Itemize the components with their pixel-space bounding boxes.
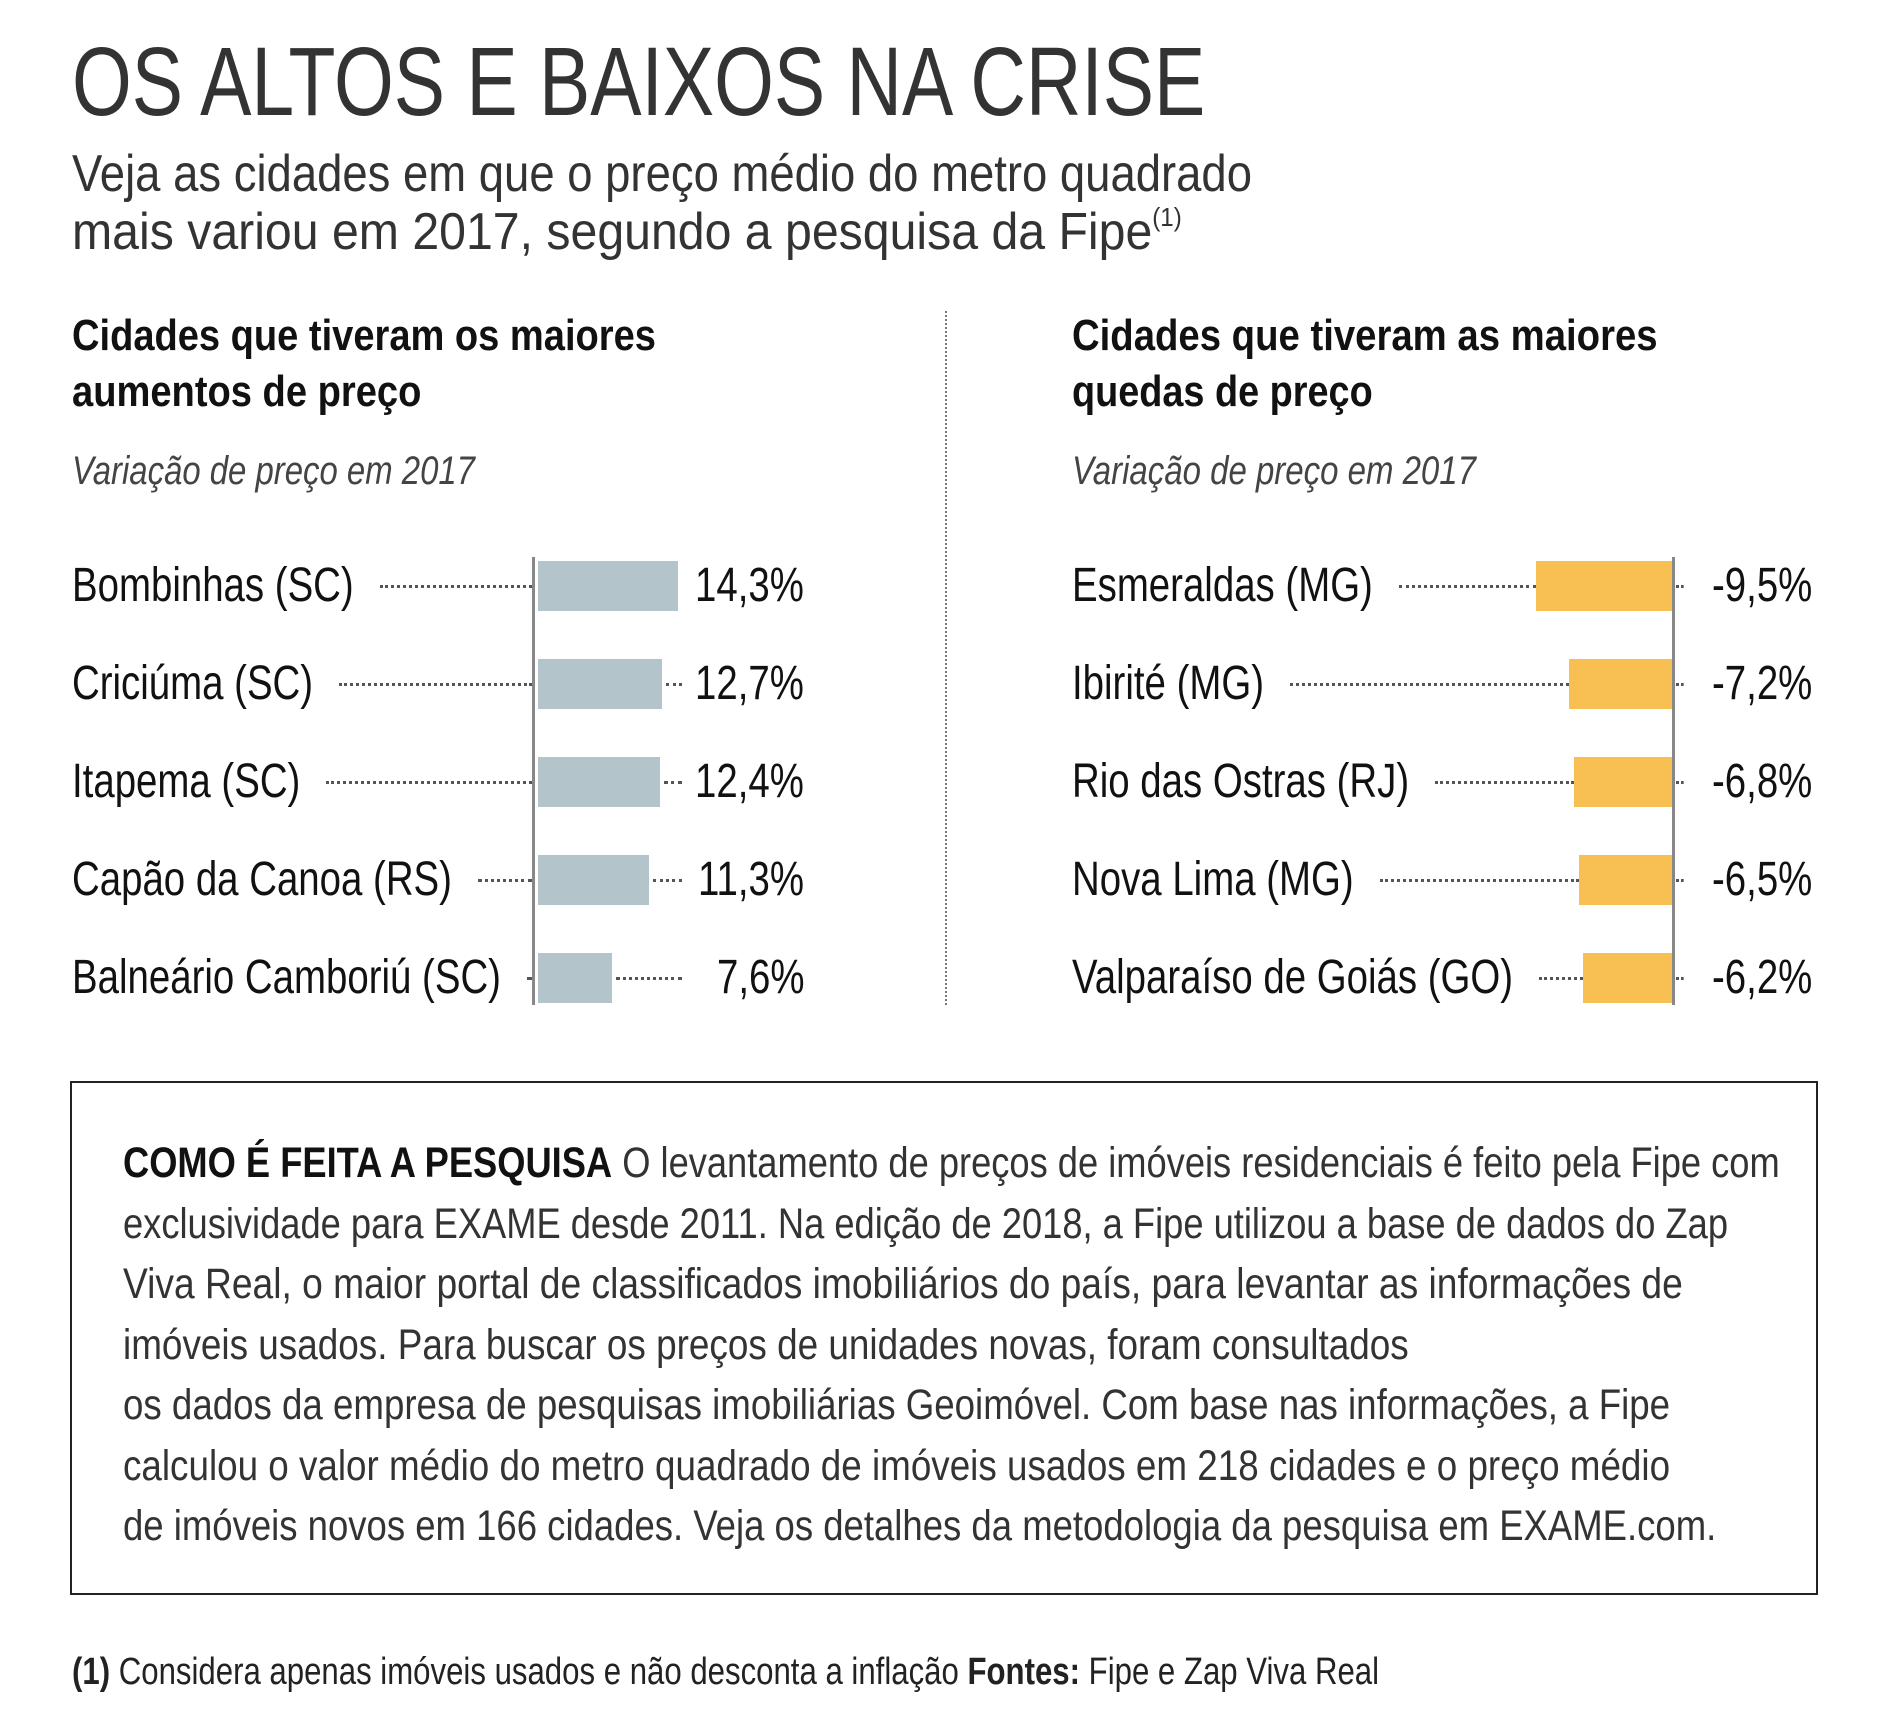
- subtitle-text: mais variou em 2017, segundo a pesquisa …: [72, 203, 1153, 261]
- bar-label: Itapema (SC): [72, 755, 301, 808]
- bar: [1535, 561, 1672, 611]
- bar-label: Balneário Camboriú (SC): [72, 951, 501, 1004]
- bar-value: 14,3%: [695, 559, 805, 612]
- bar-label: Valparaíso de Goiás (GO): [1072, 951, 1514, 1004]
- bar: [538, 659, 663, 709]
- bar-value: -6,8%: [1712, 755, 1813, 808]
- bar: [1583, 953, 1672, 1003]
- bar: [1578, 855, 1672, 905]
- dotted-leader: [1398, 585, 1536, 588]
- footnote-marker: (1): [72, 1651, 111, 1693]
- bar-label: Ibirité (MG): [1072, 657, 1264, 710]
- bar-label: Rio das Ostras (RJ): [1072, 755, 1410, 808]
- methodology-line-4: imóveis usados. Para buscar os preços de…: [123, 1321, 1409, 1369]
- dotted-leader: [1676, 977, 1684, 980]
- dotted-leader: [652, 879, 682, 882]
- bar-value: 7,6%: [716, 951, 805, 1004]
- methodology-line-6: calculou o valor médio do metro quadrado…: [123, 1442, 1671, 1490]
- methodology-text: O levantamento de preços de imóveis resi…: [612, 1139, 1780, 1187]
- page-title: OS ALTOS E BAIXOS NA CRISE: [72, 27, 1206, 136]
- left-chart-title-line-1: Cidades que tiveram os maiores: [72, 311, 656, 360]
- dotted-leader: [526, 977, 532, 980]
- dotted-leader: [666, 683, 682, 686]
- right-chart-title-line-2: quedas de preço: [1072, 367, 1373, 416]
- methodology-line-7: de imóveis novos em 166 cidades. Veja os…: [123, 1502, 1717, 1550]
- bar-value: 12,4%: [695, 755, 805, 808]
- bar: [538, 855, 649, 905]
- bar-label: Bombinhas (SC): [72, 559, 354, 612]
- methodology-line-1: COMO É FEITA A PESQUISA O levantamento d…: [123, 1142, 1780, 1185]
- methodology-heading: COMO É FEITA A PESQUISA: [123, 1139, 613, 1187]
- bar-label: Nova Lima (MG): [1072, 853, 1354, 906]
- bar-value: -7,2%: [1712, 657, 1813, 710]
- dotted-leader: [326, 781, 532, 784]
- bar: [538, 561, 679, 611]
- bar: [538, 757, 660, 807]
- dotted-leader: [1434, 781, 1575, 784]
- right-chart-axis: [1672, 557, 1675, 1005]
- right-chart-title-line-1: Cidades que tiveram as maiores: [1072, 311, 1658, 360]
- bar-value: -6,2%: [1712, 951, 1813, 1004]
- bar: [1574, 757, 1672, 807]
- dotted-leader: [1290, 683, 1569, 686]
- dotted-leader: [338, 683, 532, 686]
- right-chart-subtitle: Variação de preço em 2017: [1072, 449, 1476, 493]
- left-chart-axis: [532, 557, 535, 1005]
- sources-text: Fipe e Zap Viva Real: [1080, 1651, 1380, 1693]
- sources-label: Fontes:: [967, 1651, 1081, 1693]
- bar-value: -6,5%: [1712, 853, 1813, 906]
- dotted-leader: [1676, 879, 1684, 882]
- left-chart-title-line-2: aumentos de preço: [72, 367, 422, 416]
- bar-label: Criciúma (SC): [72, 657, 314, 710]
- dotted-leader: [1676, 683, 1684, 686]
- methodology-line-5: os dados da empresa de pesquisas imobili…: [123, 1381, 1671, 1429]
- bar: [538, 953, 613, 1003]
- bar-label: Esmeraldas (MG): [1072, 559, 1373, 612]
- dotted-leader: [478, 879, 532, 882]
- dotted-leader: [616, 977, 682, 980]
- footnote-reference: (1): [1152, 202, 1182, 232]
- dotted-leader: [1538, 977, 1584, 980]
- methodology-line-3: Viva Real, o maior portal de classificad…: [123, 1260, 1683, 1308]
- bar-value: -9,5%: [1712, 559, 1813, 612]
- bar: [1568, 659, 1672, 709]
- subtitle-line-1: Veja as cidades em que o preço médio do …: [72, 145, 1252, 203]
- dotted-leader: [663, 781, 682, 784]
- methodology-line-2: exclusividade para EXAME desde 2011. Na …: [123, 1200, 1729, 1248]
- footnote: (1) Considera apenas imóveis usados e nã…: [72, 1653, 1379, 1691]
- dotted-leader: [1379, 879, 1579, 882]
- dotted-leader: [1676, 585, 1684, 588]
- dotted-leader: [1676, 781, 1684, 784]
- methodology-box: [70, 1081, 1818, 1595]
- footnote-text: Considera apenas imóveis usados e não de…: [110, 1651, 968, 1693]
- bar-label: Capão da Canoa (RS): [72, 853, 452, 906]
- panel-divider: [945, 311, 947, 1005]
- bar-value: 11,3%: [697, 853, 804, 906]
- bar-value: 12,7%: [695, 657, 805, 710]
- subtitle-line-2: mais variou em 2017, segundo a pesquisa …: [72, 203, 1182, 261]
- dotted-leader: [379, 585, 532, 588]
- left-chart-subtitle: Variação de preço em 2017: [72, 449, 475, 493]
